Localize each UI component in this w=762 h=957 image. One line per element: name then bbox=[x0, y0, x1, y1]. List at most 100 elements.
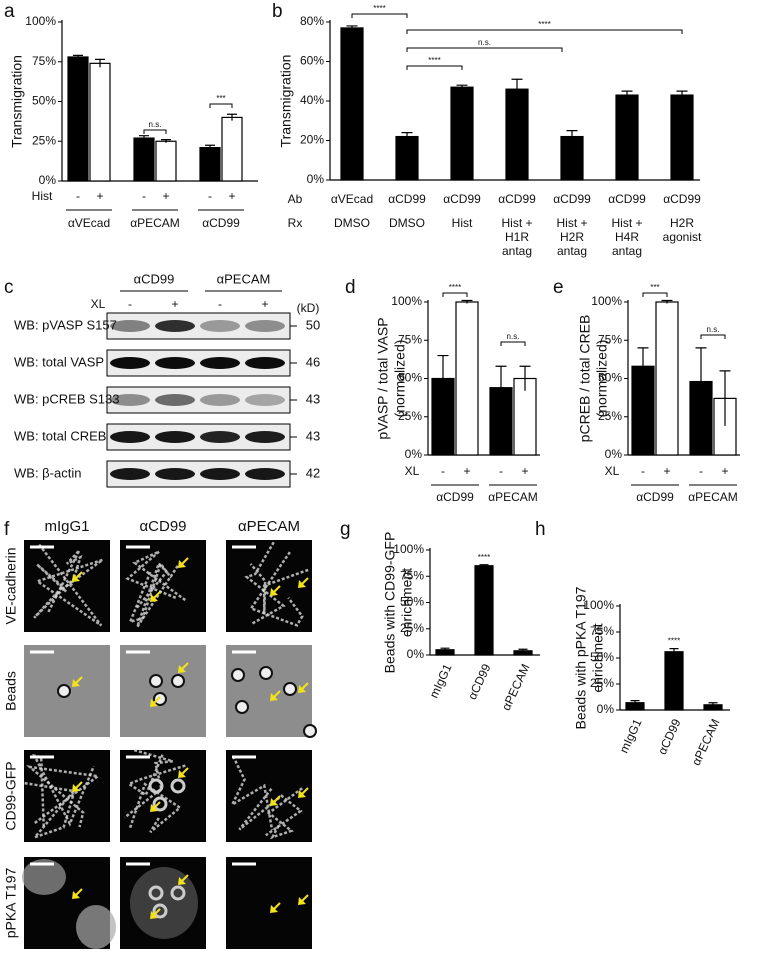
significance-bracket bbox=[406, 29, 683, 34]
arrow-head bbox=[178, 665, 186, 673]
micrograph bbox=[226, 540, 312, 632]
band bbox=[245, 394, 285, 406]
band bbox=[200, 394, 240, 406]
error-bar bbox=[139, 135, 149, 139]
band bbox=[155, 320, 195, 332]
y-axis-label: Transmigration bbox=[278, 55, 294, 148]
blot-row-label: WB: total VASP bbox=[14, 354, 104, 369]
band bbox=[110, 357, 150, 369]
bar bbox=[689, 380, 713, 456]
column-label: mIgG1 bbox=[44, 518, 89, 535]
rx-label: H2R bbox=[670, 216, 694, 230]
bar bbox=[67, 56, 89, 182]
y-tick-label: 0% bbox=[605, 447, 623, 461]
row-label: XL bbox=[405, 464, 420, 478]
rx-label: H2R bbox=[560, 230, 584, 244]
y-tick-label: 40% bbox=[300, 93, 324, 107]
filament bbox=[123, 748, 174, 819]
series-name: + bbox=[521, 464, 528, 478]
y-tick-label: 100% bbox=[391, 294, 422, 308]
rx-label: DMSO bbox=[334, 216, 370, 230]
filament bbox=[238, 788, 303, 837]
arrow-head bbox=[150, 594, 158, 602]
band bbox=[245, 357, 285, 369]
y-axis-label: enrichment bbox=[590, 623, 606, 692]
filament bbox=[33, 563, 75, 619]
series-name: + bbox=[228, 189, 235, 203]
significance: **** bbox=[428, 56, 440, 65]
bar bbox=[474, 565, 494, 656]
band bbox=[155, 394, 195, 406]
bar bbox=[199, 147, 221, 182]
y-tick-label: 100% bbox=[583, 598, 614, 612]
blot-strip bbox=[106, 386, 291, 414]
arrow-head bbox=[72, 574, 80, 582]
rx-label: Hist + bbox=[556, 216, 587, 230]
lane-label: + bbox=[171, 297, 178, 311]
significance: n.s. bbox=[478, 38, 491, 47]
arrow-head bbox=[298, 790, 306, 798]
y-tick-label: 60% bbox=[300, 54, 324, 68]
x-tick-label: αPECAM bbox=[130, 216, 180, 230]
band bbox=[155, 431, 195, 443]
kd-label: 46 bbox=[306, 354, 320, 369]
error-bar bbox=[440, 647, 450, 650]
significance-bracket bbox=[143, 129, 167, 134]
bar bbox=[155, 140, 177, 182]
bar bbox=[450, 86, 474, 181]
bar bbox=[221, 116, 243, 182]
column-label: αPECAM bbox=[238, 518, 300, 535]
x-tick-label: αCD99 bbox=[388, 192, 426, 206]
x-tick-label: αCD99 bbox=[498, 192, 536, 206]
x-tick-label: αPECAM bbox=[689, 717, 723, 768]
y-tick-label: 0% bbox=[307, 172, 325, 186]
error-bar bbox=[695, 347, 707, 382]
error-bar bbox=[661, 299, 673, 304]
error-bar bbox=[519, 365, 531, 391]
error-bar bbox=[437, 354, 449, 379]
row-label: XL bbox=[91, 297, 106, 311]
x-tick-label: αCD99 bbox=[553, 192, 591, 206]
significance-bracket bbox=[406, 65, 463, 70]
y-axis-label: (normalized) bbox=[392, 340, 408, 418]
filament bbox=[229, 755, 274, 831]
y-tick-label: 50% bbox=[400, 595, 424, 609]
series-name: + bbox=[162, 189, 169, 203]
band bbox=[110, 431, 150, 443]
kd-label: 42 bbox=[306, 465, 320, 480]
bar bbox=[489, 387, 513, 456]
y-tick-label: 50% bbox=[32, 94, 56, 108]
error-bar bbox=[708, 702, 718, 705]
panel-label: d bbox=[345, 277, 356, 298]
unit-label: (kD) bbox=[297, 301, 320, 315]
y-tick-label: 50% bbox=[398, 371, 422, 385]
bar bbox=[703, 704, 723, 711]
bead bbox=[170, 885, 186, 901]
group-label: αCD99 bbox=[134, 271, 175, 286]
micrograph bbox=[24, 750, 110, 842]
y-tick-label: 100% bbox=[393, 542, 424, 556]
significance: *** bbox=[216, 94, 225, 103]
lane-label: + bbox=[261, 297, 268, 311]
arrow-head bbox=[298, 897, 306, 905]
group-label: αPECAM bbox=[217, 271, 271, 286]
error-bar bbox=[566, 130, 578, 137]
significance: n.s. bbox=[507, 332, 520, 341]
rx-label: Hist bbox=[452, 216, 473, 230]
y-tick-label: 0% bbox=[407, 647, 425, 661]
significance: **** bbox=[538, 20, 550, 29]
y-tick-label: 75% bbox=[32, 54, 56, 68]
y-tick-label: 75% bbox=[598, 332, 622, 346]
bead bbox=[148, 885, 164, 901]
series-name: - bbox=[142, 189, 146, 203]
arrow-head bbox=[150, 699, 158, 707]
row-label: CD99-GFP bbox=[3, 761, 19, 830]
filament bbox=[25, 765, 102, 828]
panel-label: g bbox=[340, 519, 351, 540]
significance-bracket bbox=[351, 13, 408, 18]
error-bar bbox=[719, 370, 731, 426]
row-label: Hist bbox=[32, 189, 53, 203]
series-name: - bbox=[208, 189, 212, 203]
bead bbox=[153, 692, 167, 706]
bar bbox=[631, 365, 655, 456]
